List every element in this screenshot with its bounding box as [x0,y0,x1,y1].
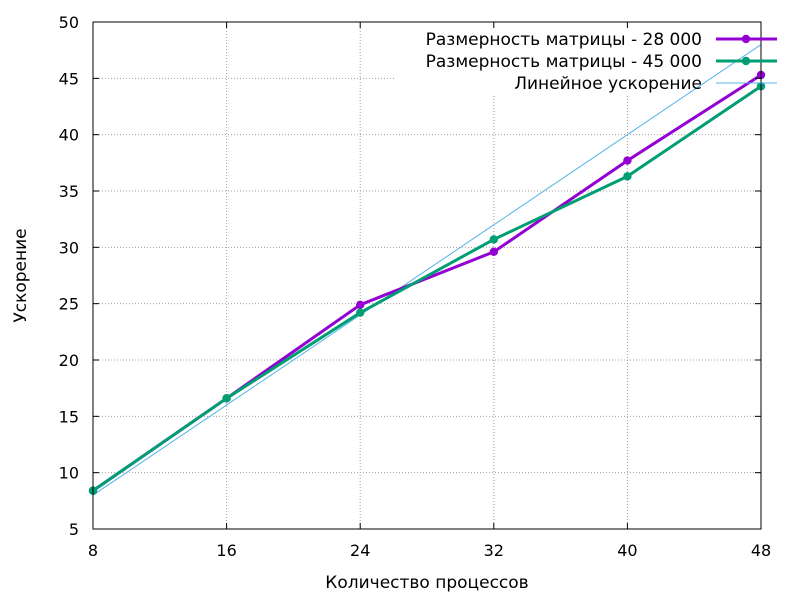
plot-frame [92,21,762,530]
legend: Размерность матрицы - 28 000Размерность … [426,30,777,94]
legend-label-2: Размерность матрицы - 45 000 [426,52,702,72]
data-point [356,308,365,317]
y-tick-label: 10 [59,464,79,483]
legend-label-1: Размерность матрицы - 28 000 [426,30,702,50]
y-tick-label: 30 [59,238,79,257]
series-layer [88,44,766,496]
legend-marker-1 [741,34,751,44]
ticks: 8 16 24 32 40 48 5 10 15 20 25 30 35 40 45 50 [59,13,772,560]
x-tick-label: 40 [617,541,637,560]
x-tick-label: 48 [751,541,771,560]
data-point [222,394,231,403]
legend-marker-2 [741,56,751,66]
x-axis-label: Количество процессов [325,573,528,593]
y-tick-label: 45 [59,69,79,88]
series-line-1 [92,73,762,492]
data-point [489,247,498,257]
data-point [356,300,365,309]
y-tick-label: 35 [59,182,79,201]
y-tick-label: 15 [59,407,79,426]
y-tick-label: 5 [69,520,79,539]
legend-label-3: Линейное ускорение [514,74,702,94]
x-tick-label: 24 [350,541,370,560]
y-tick-label: 40 [59,126,79,145]
series-line-2 [92,84,762,492]
series-line-3 [92,44,762,496]
x-tick-label: 32 [484,541,504,560]
x-tick-label: 8 [88,541,98,560]
data-point [489,235,498,244]
y-tick-label: 25 [59,295,79,314]
data-point [623,156,632,165]
x-tick-label: 16 [216,541,236,560]
y-tick-label: 50 [59,13,79,32]
grid [93,22,761,529]
y-axis-label: Ускорение [11,228,31,322]
y-tick-label: 20 [59,351,79,370]
data-point [623,172,632,181]
